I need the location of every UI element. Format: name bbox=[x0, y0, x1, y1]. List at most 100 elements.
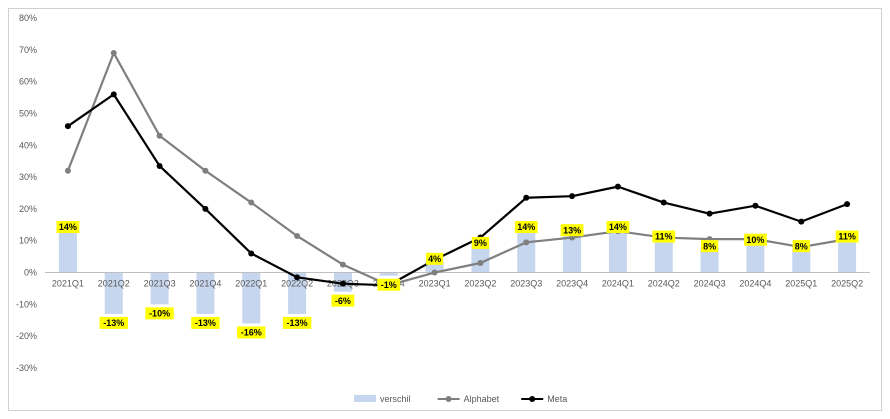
data-label-bg bbox=[606, 221, 630, 233]
data-label: 14% bbox=[517, 222, 535, 232]
data-label-bg bbox=[377, 278, 401, 291]
x-tick-label: 2021Q3 bbox=[144, 279, 176, 289]
data-label-bg bbox=[191, 316, 220, 329]
point-meta bbox=[110, 91, 117, 98]
y-tick-label: 40% bbox=[19, 140, 37, 150]
y-tick-label: -30% bbox=[16, 363, 37, 373]
y-tick-label: -20% bbox=[16, 331, 37, 341]
bar-verschil bbox=[242, 272, 261, 324]
point-meta bbox=[248, 250, 255, 257]
legend: verschil Alphabet Meta bbox=[354, 394, 567, 404]
point-alphabet bbox=[248, 199, 255, 206]
point-meta bbox=[156, 162, 163, 169]
data-label: -13% bbox=[103, 318, 124, 328]
x-tick-label: 2021Q1 bbox=[52, 279, 84, 289]
data-label: 11% bbox=[838, 232, 856, 242]
data-label-bg bbox=[237, 326, 266, 339]
bar-verschil bbox=[792, 247, 811, 273]
data-label: 14% bbox=[609, 222, 627, 232]
bar-verschil bbox=[563, 231, 582, 273]
data-label: 13% bbox=[563, 225, 581, 235]
x-tick-label: 2024Q2 bbox=[648, 279, 680, 289]
x-tick-label: 2024Q1 bbox=[602, 279, 634, 289]
bars bbox=[58, 228, 857, 324]
data-label-bg bbox=[744, 233, 767, 246]
bar-verschil bbox=[608, 228, 627, 273]
y-tick-label: 30% bbox=[19, 172, 37, 182]
lines bbox=[64, 50, 851, 289]
data-label: 10% bbox=[746, 235, 764, 245]
x-tick-label: 2022Q1 bbox=[235, 279, 267, 289]
point-meta bbox=[339, 280, 346, 287]
data-label-bg bbox=[652, 230, 676, 243]
y-tick-label: 0% bbox=[24, 268, 37, 278]
data-label-bg bbox=[425, 252, 444, 265]
legend-label: Meta bbox=[547, 394, 567, 404]
point-meta bbox=[64, 123, 71, 130]
point-meta bbox=[798, 218, 805, 225]
data-label-bg bbox=[700, 240, 719, 253]
data-labels: 14% -13% -10% -13% -16% -13% -6% -1% 4% 9% 14% 13% 1… bbox=[56, 221, 859, 339]
x-tick-label: 2021Q2 bbox=[98, 279, 130, 289]
x-tick-label: 2023Q1 bbox=[419, 279, 451, 289]
data-label: -10% bbox=[149, 309, 170, 319]
y-axis: 80% 70% 60% 50% 40% 30% 20% 10% 0% -10% -20% -30% bbox=[16, 13, 37, 373]
x-axis: 2021Q12021Q22021Q32021Q42022Q12022Q22022… bbox=[52, 279, 863, 289]
point-alphabet bbox=[523, 239, 530, 246]
bar-verschil bbox=[104, 272, 123, 314]
x-tick-label: 2023Q4 bbox=[556, 279, 588, 289]
bar-verschil bbox=[838, 237, 857, 273]
point-meta bbox=[569, 193, 576, 200]
data-label: 11% bbox=[655, 232, 673, 242]
data-label-bg bbox=[331, 294, 355, 307]
data-label-bg bbox=[145, 307, 174, 320]
y-tick-label: 60% bbox=[19, 77, 37, 87]
point-alphabet bbox=[64, 167, 71, 174]
x-tick-label: 2024Q3 bbox=[694, 279, 726, 289]
bar-verschil bbox=[58, 228, 77, 273]
legend-label: verschil bbox=[380, 394, 411, 404]
data-label-bg bbox=[282, 316, 312, 329]
y-tick-label: 70% bbox=[19, 45, 37, 55]
legend-label: Alphabet bbox=[464, 394, 500, 404]
point-alphabet bbox=[156, 132, 163, 139]
x-tick-label: 2023Q3 bbox=[510, 279, 542, 289]
data-label-bg bbox=[99, 316, 128, 329]
x-tick-label: 2024Q4 bbox=[739, 279, 771, 289]
x-tick-label: 2025Q1 bbox=[785, 279, 817, 289]
data-label-bg bbox=[56, 221, 80, 233]
bar-verschil bbox=[517, 228, 536, 273]
point-meta bbox=[660, 199, 667, 206]
data-label: 4% bbox=[428, 254, 441, 264]
point-alphabet bbox=[431, 269, 438, 276]
legend-swatch-verschil bbox=[354, 395, 376, 402]
bar-verschil bbox=[196, 272, 215, 314]
data-label-bg bbox=[471, 236, 490, 249]
point-alphabet bbox=[294, 232, 301, 239]
point-meta bbox=[523, 194, 530, 201]
point-meta bbox=[294, 274, 301, 281]
bar-verschil bbox=[150, 272, 169, 305]
x-tick-label: 2025Q2 bbox=[831, 279, 863, 289]
bar-verschil bbox=[471, 243, 490, 273]
legend-marker-alphabet bbox=[445, 396, 452, 402]
data-label-bg bbox=[835, 230, 859, 243]
y-tick-label: 10% bbox=[19, 236, 37, 246]
bar-verschil bbox=[379, 272, 398, 276]
y-tick-label: 20% bbox=[19, 204, 37, 214]
point-meta bbox=[844, 201, 851, 208]
data-label: -16% bbox=[241, 328, 262, 338]
point-alphabet bbox=[339, 261, 346, 268]
bar-verschil bbox=[746, 240, 765, 273]
data-label: 8% bbox=[795, 241, 808, 251]
point-alphabet bbox=[202, 167, 209, 174]
data-label: 14% bbox=[59, 222, 77, 232]
x-tick-label: 2022Q2 bbox=[281, 279, 313, 289]
data-label: -6% bbox=[335, 296, 351, 306]
legend-marker-meta bbox=[529, 396, 536, 402]
point-alphabet bbox=[477, 260, 484, 266]
x-tick-label: 2021Q4 bbox=[189, 279, 221, 289]
data-label-bg bbox=[792, 240, 810, 253]
point-meta bbox=[706, 210, 713, 217]
